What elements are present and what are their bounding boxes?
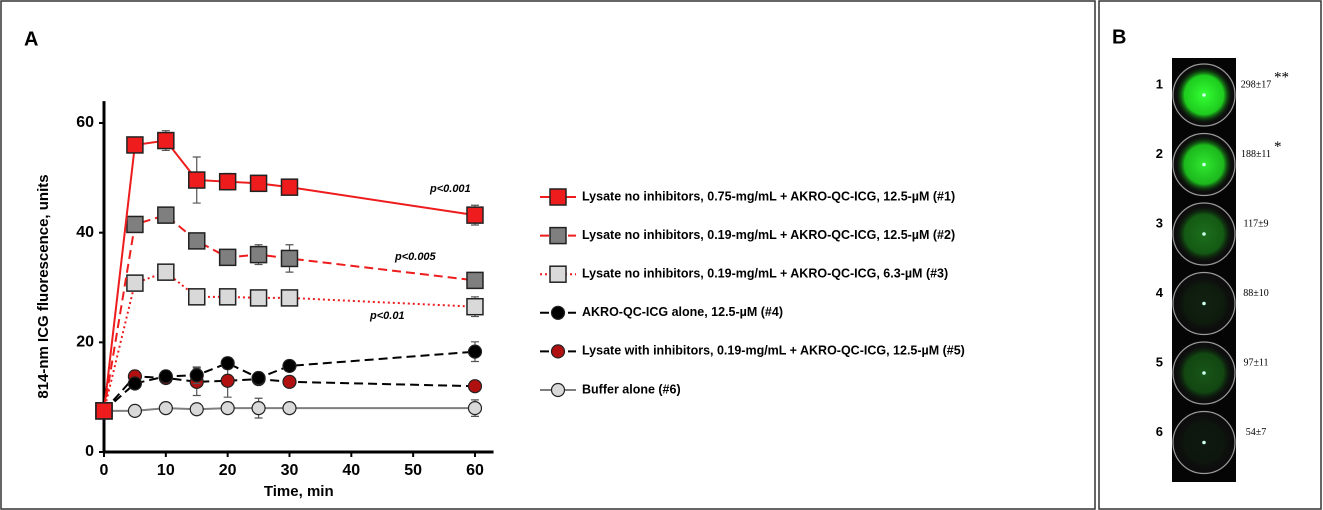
- well-spot: [1202, 371, 1206, 375]
- marker: [158, 133, 174, 149]
- marker: [127, 216, 143, 232]
- marker: [252, 402, 265, 415]
- legend-marker: [550, 266, 566, 282]
- marker: [467, 272, 483, 288]
- marker: [468, 380, 481, 393]
- well-spot: [1202, 232, 1206, 236]
- legend-marker: [552, 384, 565, 397]
- legend-marker: [552, 345, 565, 358]
- x-tick-label: 60: [466, 462, 484, 479]
- x-tick-label: 50: [404, 462, 422, 479]
- marker: [96, 403, 112, 419]
- well-number: 3: [1156, 215, 1163, 230]
- marker: [467, 207, 483, 223]
- legend-label: Buffer alone (#6): [582, 382, 681, 396]
- legend-marker: [550, 228, 566, 244]
- well-spot: [1202, 163, 1206, 167]
- x-axis-label: Time, min: [264, 483, 334, 500]
- marker: [220, 174, 236, 190]
- figure: A B 0 10 20 30 40 50 60 0 20 40 60 Time, min 814-nm …: [0, 0, 1323, 510]
- marker: [283, 375, 296, 388]
- marker: [221, 402, 234, 415]
- well-number: 2: [1156, 146, 1163, 161]
- y-tick-label: 20: [76, 334, 94, 351]
- marker: [220, 289, 236, 305]
- x-tick-label: 10: [157, 462, 175, 479]
- well-spot: [1202, 302, 1206, 306]
- annotation: p<0.001: [429, 183, 471, 195]
- marker: [220, 249, 236, 265]
- marker: [189, 172, 205, 188]
- panel-label: A: [24, 28, 38, 50]
- marker: [281, 250, 297, 266]
- panel-a-border: [1, 1, 1095, 509]
- marker: [189, 233, 205, 249]
- marker: [221, 357, 234, 370]
- marker: [468, 402, 481, 415]
- legend-label: Lysate no inhibitors, 0.19-mg/mL + AKRO-…: [582, 266, 948, 280]
- annotation: p<0.005: [394, 251, 437, 263]
- well-number: 5: [1156, 354, 1163, 369]
- well-number: 6: [1156, 424, 1163, 439]
- well-value: 97±11: [1243, 357, 1268, 368]
- legend-label: Lysate with inhibitors, 0.19-mg/mL + AKR…: [582, 344, 965, 358]
- marker: [159, 370, 172, 383]
- significance: **: [1274, 69, 1289, 85]
- x-tick-label: 0: [100, 462, 109, 479]
- marker: [190, 369, 203, 382]
- legend-marker: [550, 189, 566, 205]
- marker: [281, 179, 297, 195]
- marker: [158, 207, 174, 223]
- marker: [128, 377, 141, 390]
- well-number: 4: [1156, 285, 1164, 300]
- marker: [221, 374, 234, 387]
- x-tick-label: 40: [342, 462, 360, 479]
- well-value: 88±10: [1243, 288, 1269, 299]
- legend-label: Lysate no inhibitors, 0.19-mg/mL + AKRO-…: [582, 228, 955, 242]
- marker: [283, 402, 296, 415]
- marker: [467, 299, 483, 315]
- marker: [128, 404, 141, 417]
- legend-label: Lysate no inhibitors, 0.75-mg/mL + AKRO-…: [582, 189, 955, 203]
- x-tick-label: 20: [219, 462, 237, 479]
- marker: [159, 402, 172, 415]
- significance: *: [1274, 139, 1282, 155]
- marker: [158, 264, 174, 280]
- marker: [281, 290, 297, 306]
- marker: [251, 290, 267, 306]
- marker: [251, 175, 267, 191]
- panel-label: B: [1112, 26, 1126, 48]
- well-value: 54±7: [1246, 427, 1267, 438]
- x-tick-label: 30: [281, 462, 299, 479]
- marker: [283, 359, 296, 372]
- y-tick-label: 60: [76, 114, 94, 131]
- legend-marker: [552, 306, 565, 319]
- well-value: 188±11: [1241, 149, 1271, 160]
- legend-label: AKRO-QC-ICG alone, 12.5-µM (#4): [582, 305, 783, 319]
- well-number: 1: [1156, 76, 1163, 91]
- series: [98, 398, 482, 418]
- y-axis-label: 814-nm ICG fluorescence, units: [35, 174, 52, 398]
- marker: [189, 289, 205, 305]
- y-tick-label: 0: [85, 443, 94, 460]
- marker: [252, 371, 265, 384]
- annotation: p<0.01: [369, 310, 405, 322]
- y-tick-label: 40: [76, 224, 94, 241]
- marker: [251, 247, 267, 263]
- marker: [468, 345, 481, 358]
- well-value: 298±17: [1241, 79, 1272, 90]
- marker: [190, 403, 203, 416]
- marker: [127, 275, 143, 291]
- marker: [127, 137, 143, 153]
- well-value: 117±9: [1243, 218, 1268, 229]
- series: [96, 264, 483, 419]
- well-spot: [1202, 93, 1206, 97]
- well-spot: [1202, 441, 1206, 445]
